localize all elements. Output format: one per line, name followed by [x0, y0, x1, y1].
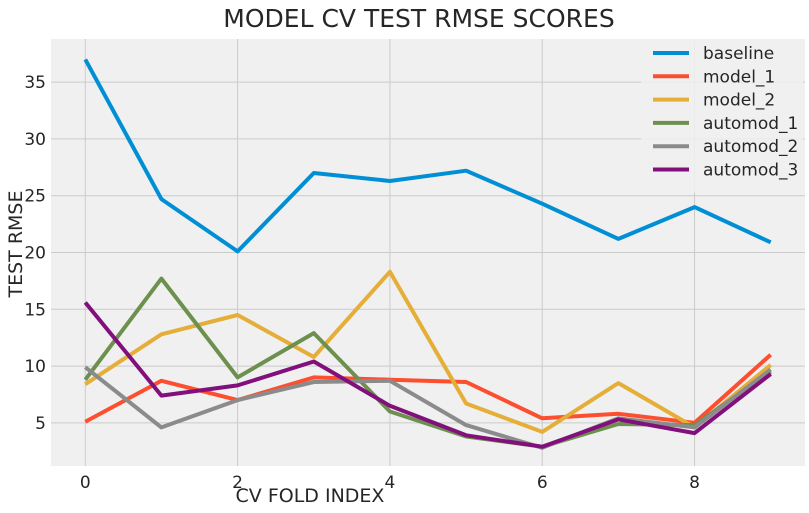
series-line-automod-3 — [83, 301, 772, 449]
series-line-model-2 — [84, 269, 772, 434]
y-tick-label: 30 — [24, 130, 46, 150]
x-tick-label: 4 — [385, 473, 396, 493]
y-tick-label: 5 — [35, 414, 46, 434]
legend-label: model_2 — [703, 91, 775, 111]
series-line-automod-2 — [84, 365, 772, 450]
x-tick-label: 0 — [80, 473, 91, 493]
y-tick-label: 25 — [24, 187, 46, 207]
legend-label: automod_2 — [703, 137, 798, 157]
y-tick-label: 35 — [24, 73, 46, 93]
legend-label: automod_1 — [703, 114, 798, 134]
series-line-baseline — [83, 58, 772, 254]
y-tick-label: 20 — [24, 244, 46, 264]
legend: baseline model_1 model_2 automod_1 automod_2… — [641, 39, 803, 193]
x-tick-label: 2 — [232, 473, 243, 493]
chart-title: MODEL CV TEST RMSE SCORES — [223, 4, 614, 33]
legend-label: model_1 — [703, 67, 775, 87]
y-tick-label: 10 — [24, 357, 46, 377]
legend-label: baseline — [703, 44, 774, 64]
legend-label: automod_3 — [703, 161, 798, 181]
y-tick-label: 15 — [24, 300, 46, 320]
x-tick-label: 8 — [689, 473, 700, 493]
x-axis-label: CV FOLD INDEX — [236, 485, 385, 507]
y-axis-label: TEST RMSE — [5, 191, 27, 299]
tick-labels: 0 2 4 6 8 5 10 15 20 25 30 35 — [24, 73, 700, 493]
x-tick-label: 6 — [537, 473, 548, 493]
series-layer — [83, 58, 773, 450]
